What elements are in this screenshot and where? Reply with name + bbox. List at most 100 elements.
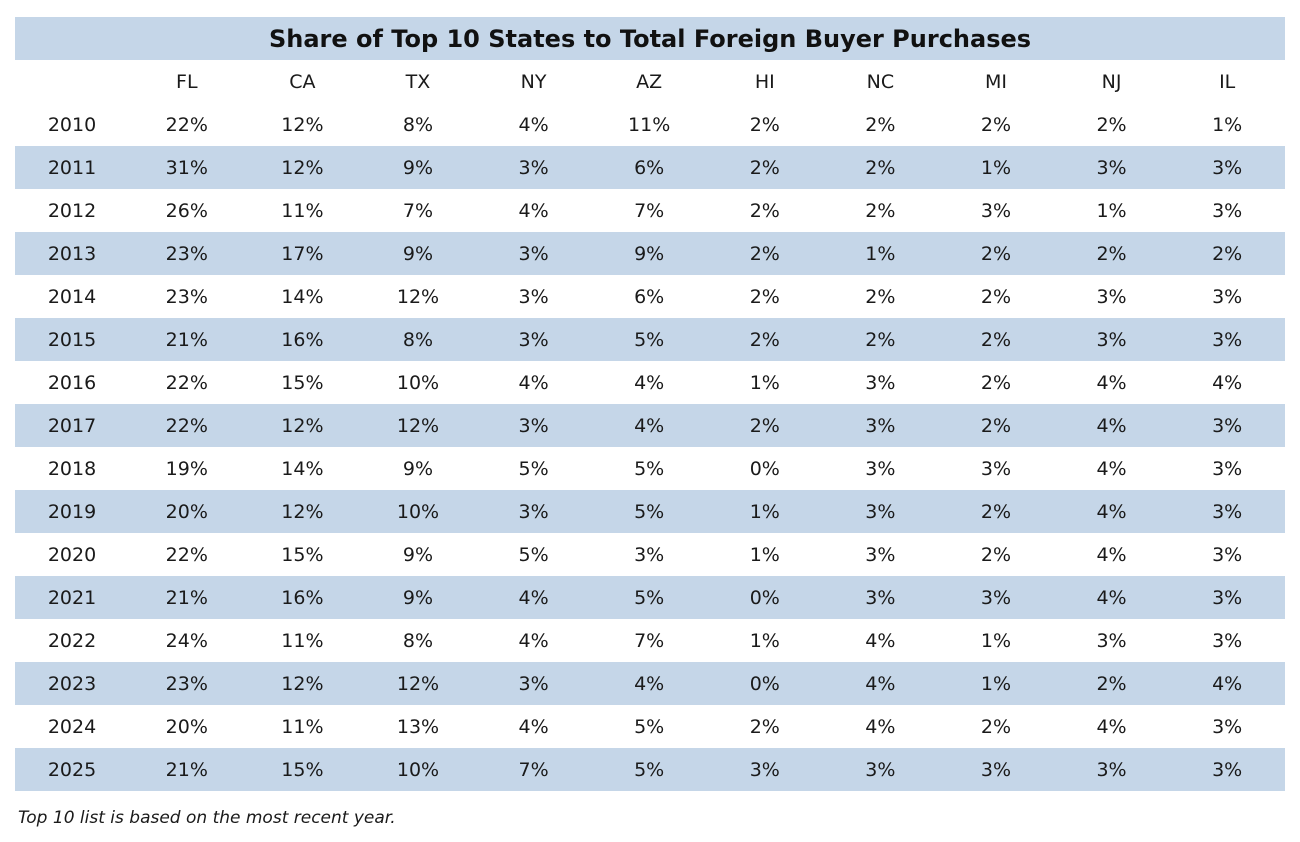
- value-cell-nj: 2%: [1053, 232, 1170, 275]
- value-cell-hi: 2%: [749, 113, 780, 136]
- value-cell-az: 5%: [634, 715, 665, 738]
- value-cell-fl: 31%: [129, 146, 245, 189]
- value-cell-il: 4%: [1169, 662, 1285, 705]
- value-cell-mi: 2%: [938, 490, 1054, 533]
- table-row: 2017 22% 12% 12% 3% 4% 2% 3% 2% 4% 3%: [15, 404, 1285, 447]
- value-cell-nj: 4%: [1096, 715, 1127, 738]
- value-cell-fl: 23%: [165, 285, 208, 308]
- value-cell-az: 7%: [634, 199, 665, 222]
- value-cell-hi: 2%: [706, 232, 823, 275]
- table-row: 2018 19% 14% 9% 5% 5% 0% 3% 3% 4% 3%: [15, 447, 1285, 490]
- value-cell-nc: 2%: [822, 146, 939, 189]
- value-cell-az: 11%: [628, 113, 671, 136]
- table-row: 2016 22% 15% 10% 4% 4% 1% 3% 2% 4% 4%: [15, 361, 1285, 404]
- value-cell-az: 4%: [591, 404, 707, 447]
- value-cell-tx: 8%: [402, 113, 434, 136]
- value-cell-fl: 22%: [165, 543, 208, 566]
- value-cell-tx: 12%: [360, 404, 476, 447]
- value-cell-nj: 3%: [1053, 318, 1170, 361]
- value-cell-hi: 0%: [749, 457, 780, 480]
- value-cell-ca: 16%: [244, 318, 361, 361]
- value-cell-ca: 11%: [281, 629, 324, 652]
- column-header-ny: NY: [520, 70, 547, 93]
- year-cell: 2021: [15, 576, 129, 619]
- table-row: 2010 22% 12% 8% 4% 11% 2% 2% 2% 2% 1%: [15, 103, 1285, 146]
- value-cell-nc: 3%: [822, 490, 939, 533]
- table-row: 2013 23% 17% 9% 3% 9% 2% 1% 2% 2% 2%: [15, 232, 1285, 275]
- year-cell: 2013: [15, 232, 129, 275]
- value-cell-ny: 5%: [518, 543, 549, 566]
- value-cell-il: 3%: [1169, 318, 1285, 361]
- value-cell-ca: 12%: [244, 490, 361, 533]
- value-cell-az: 5%: [634, 457, 665, 480]
- value-cell-nc: 4%: [865, 629, 896, 652]
- value-cell-il: 3%: [1169, 576, 1285, 619]
- value-cell-mi: 3%: [938, 576, 1054, 619]
- column-header-il: IL: [1219, 70, 1236, 93]
- value-cell-fl: 22%: [165, 113, 208, 136]
- value-cell-tx: 8%: [402, 629, 434, 652]
- value-cell-hi: 1%: [749, 629, 780, 652]
- value-cell-ca: 14%: [281, 285, 324, 308]
- value-cell-az: 5%: [591, 318, 707, 361]
- value-cell-hi: 0%: [706, 662, 823, 705]
- value-cell-il: 3%: [1169, 490, 1285, 533]
- value-cell-ca: 15%: [281, 543, 324, 566]
- value-cell-fl: 21%: [129, 318, 245, 361]
- value-cell-ca: 12%: [244, 146, 361, 189]
- value-cell-ca: 12%: [244, 662, 361, 705]
- value-cell-fl: 22%: [165, 371, 208, 394]
- value-cell-ny: 4%: [475, 576, 592, 619]
- value-cell-nj: 3%: [1096, 629, 1127, 652]
- table-row: 2020 22% 15% 9% 5% 3% 1% 3% 2% 4% 3%: [15, 533, 1285, 576]
- column-header-mi: MI: [984, 70, 1007, 93]
- year-cell: 2018: [47, 457, 97, 480]
- value-cell-il: 3%: [1169, 404, 1285, 447]
- value-cell-tx: 10%: [360, 490, 476, 533]
- year-cell: 2012: [47, 199, 97, 222]
- value-cell-mi: 2%: [938, 232, 1054, 275]
- value-cell-ny: 5%: [518, 457, 549, 480]
- value-cell-ny: 4%: [518, 715, 549, 738]
- value-cell-il: 1%: [1212, 113, 1243, 136]
- year-cell: 2016: [47, 371, 97, 394]
- value-cell-fl: 19%: [165, 457, 208, 480]
- value-cell-hi: 3%: [706, 748, 823, 791]
- value-cell-az: 4%: [591, 662, 707, 705]
- value-cell-az: 7%: [634, 629, 665, 652]
- table-body: 2010 22% 12% 8% 4% 11% 2% 2% 2% 2% 1% 2011 31% 12% 9% 3…: [15, 103, 1285, 791]
- value-cell-az: 6%: [634, 285, 665, 308]
- value-cell-nc: 1%: [822, 232, 939, 275]
- value-cell-mi: 2%: [980, 715, 1012, 738]
- value-cell-fl: 21%: [129, 748, 245, 791]
- value-cell-fl: 20%: [129, 490, 245, 533]
- data-table: FL CA TX NY AZ HI NC MI NJ IL 2010 22% 12% 8% 4% 11% 2%…: [15, 60, 1285, 791]
- value-cell-az: 6%: [591, 146, 707, 189]
- value-cell-ny: 3%: [475, 404, 592, 447]
- footnote: Top 10 list is based on the most recent …: [18, 808, 396, 828]
- value-cell-mi: 1%: [938, 146, 1054, 189]
- table-row: 2015 21% 16% 8% 3% 5% 2% 2% 2% 3% 3%: [15, 318, 1285, 361]
- value-cell-nc: 3%: [865, 543, 896, 566]
- year-cell: 2020: [47, 543, 97, 566]
- value-cell-mi: 2%: [980, 371, 1012, 394]
- value-cell-hi: 2%: [706, 404, 823, 447]
- value-cell-mi: 3%: [980, 199, 1012, 222]
- year-cell: 2017: [15, 404, 129, 447]
- value-cell-tx: 12%: [360, 662, 476, 705]
- value-cell-fl: 23%: [129, 662, 245, 705]
- value-cell-tx: 9%: [360, 232, 476, 275]
- value-cell-tx: 10%: [396, 371, 440, 394]
- value-cell-az: 5%: [591, 576, 707, 619]
- value-cell-hi: 2%: [749, 715, 780, 738]
- table-row: 2022 24% 11% 8% 4% 7% 1% 4% 1% 3% 3%: [15, 619, 1285, 662]
- column-header-fl: FL: [176, 70, 198, 93]
- value-cell-nc: 3%: [822, 404, 939, 447]
- table-row: 2023 23% 12% 12% 3% 4% 0% 4% 1% 2% 4%: [15, 662, 1285, 705]
- value-cell-ny: 3%: [475, 232, 592, 275]
- year-cell: 2024: [47, 715, 97, 738]
- year-cell: 2022: [47, 629, 97, 652]
- value-cell-fl: 23%: [129, 232, 245, 275]
- value-cell-ny: 4%: [518, 113, 549, 136]
- value-cell-il: 2%: [1169, 232, 1285, 275]
